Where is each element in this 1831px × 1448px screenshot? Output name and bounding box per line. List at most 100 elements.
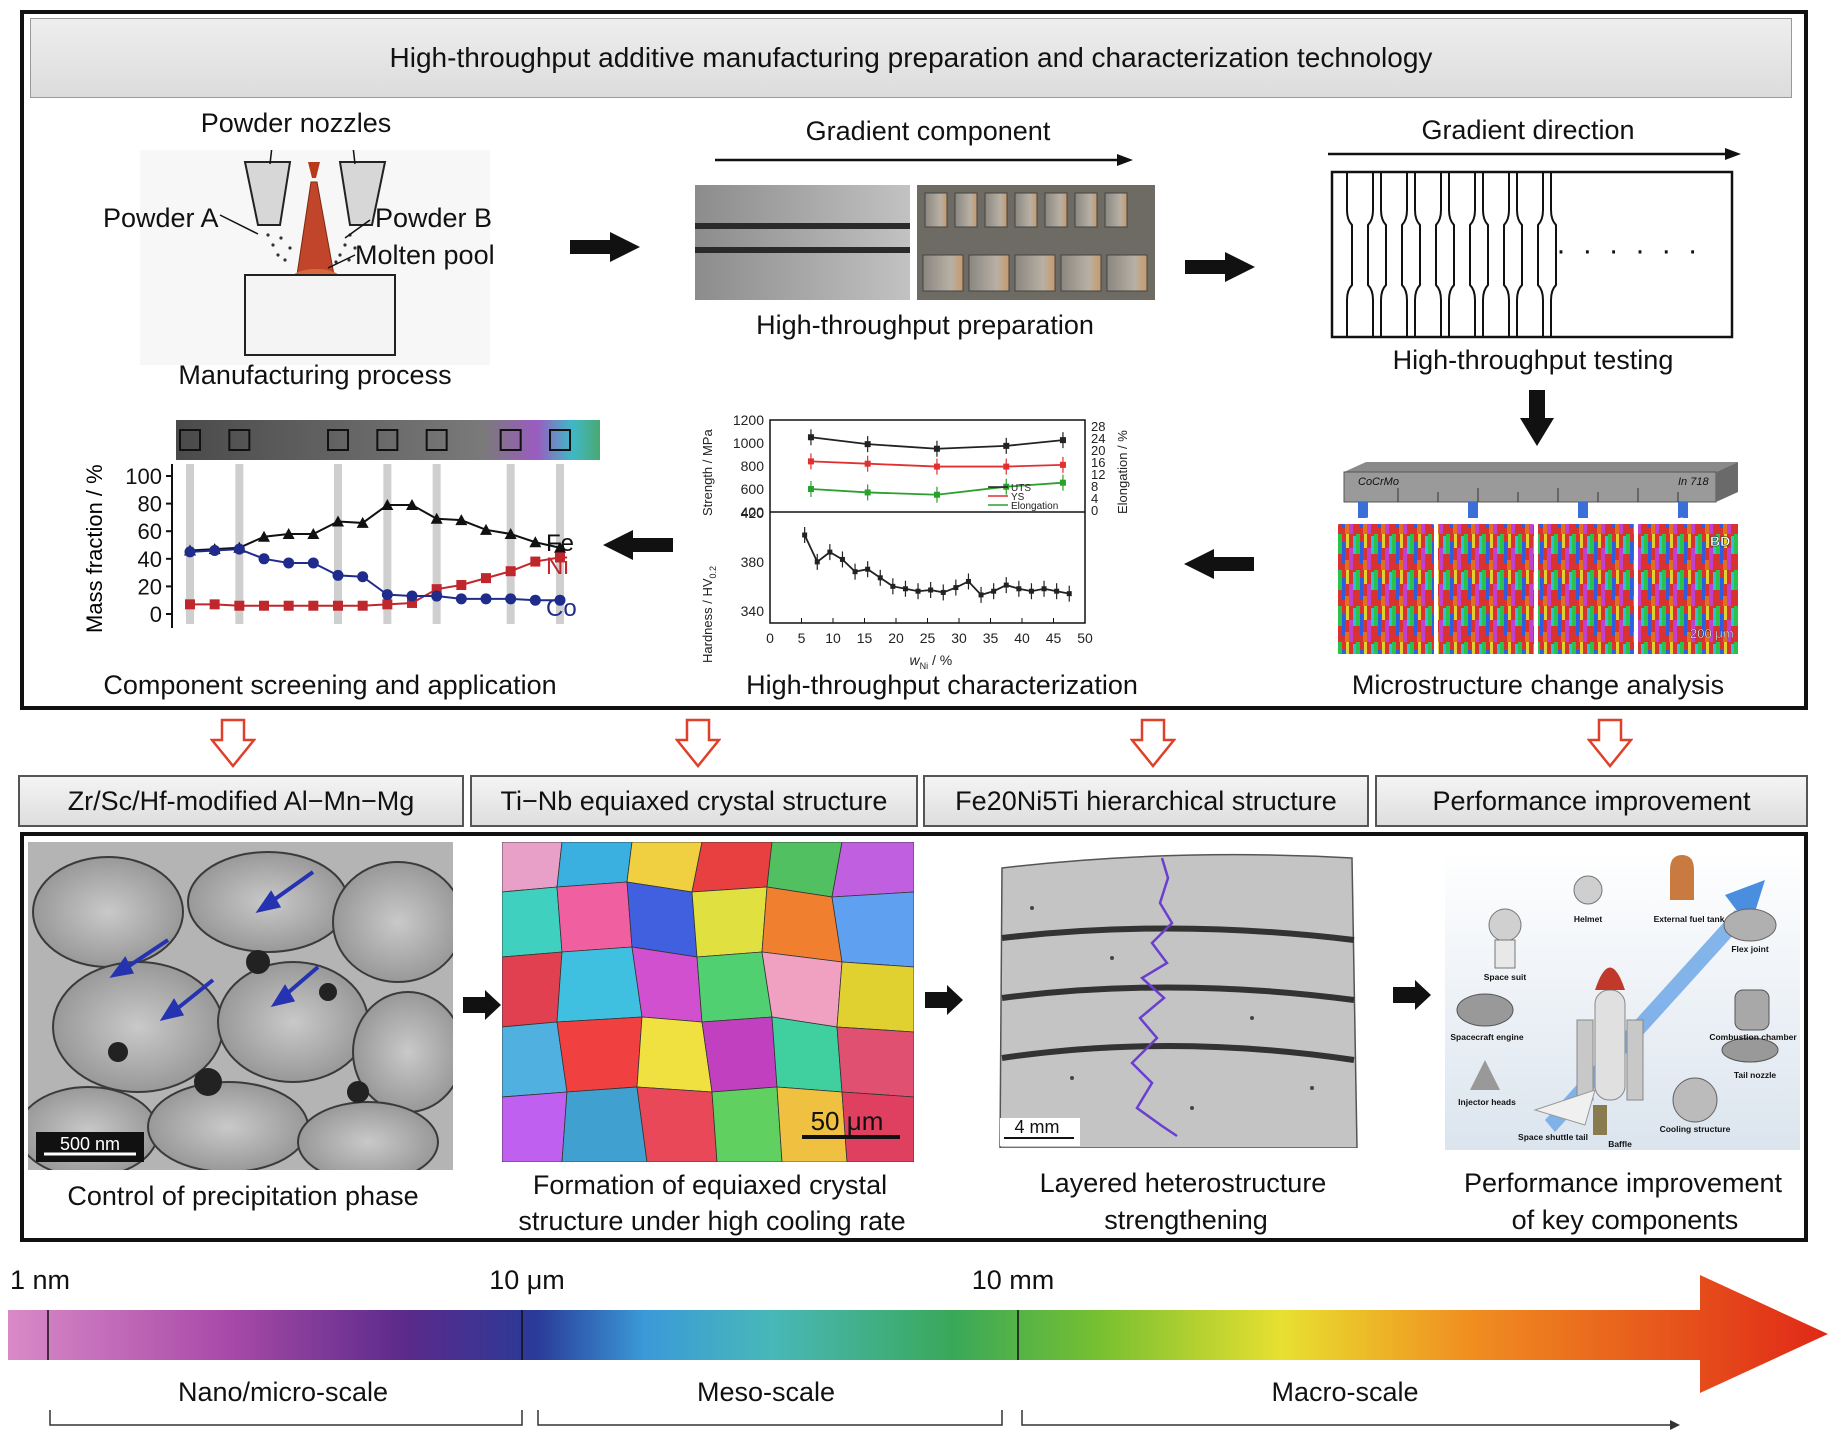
- right-arrow-icon: [1185, 252, 1255, 282]
- data-point: [283, 600, 294, 611]
- data-point: [530, 556, 541, 567]
- characterization-chart: 4006008001000120004812162024283403804200…: [700, 412, 1130, 671]
- right-arrow-icon: [570, 232, 640, 262]
- length-scale-bar: [8, 1275, 1828, 1430]
- powder-nozzles-label: Powder nozzles: [200, 108, 392, 138]
- data-point: [839, 556, 845, 562]
- data-point: [1066, 591, 1072, 597]
- key-components-illustration: Helmet External fuel tank Space suit Fle…: [1445, 850, 1800, 1150]
- data-point: [209, 545, 221, 557]
- gradient-arrow-icon: [715, 154, 1133, 166]
- data-point: [978, 592, 984, 598]
- data-point: [332, 515, 344, 527]
- label-tail-nozzle: Tail nozzle: [1734, 1070, 1777, 1080]
- powder-b-label: Powder B: [375, 203, 493, 233]
- testing-caption: High-throughput testing: [1392, 345, 1674, 375]
- data-point: [480, 593, 492, 605]
- equiaxed-grain-map: 50 μm: [502, 842, 914, 1162]
- bar-left-label: CoCrMo: [1358, 476, 1399, 488]
- range-meso: Meso-scale: [696, 1377, 836, 1407]
- sample-marker-box: [179, 429, 201, 451]
- data-point: [1028, 588, 1034, 594]
- data-point: [283, 557, 295, 569]
- strength-tick-label: 600: [741, 481, 765, 497]
- manufacturing-process-caption: Manufacturing process: [178, 360, 452, 390]
- sample-position-band: [506, 464, 515, 624]
- legend-ni: Ni: [546, 553, 569, 580]
- elongation-tick-label: 0: [1091, 503, 1098, 518]
- open-down-arrow-icon: [675, 718, 721, 768]
- data-point: [864, 460, 871, 467]
- plot-frame: [769, 419, 1086, 624]
- left-arrow-icon: [1184, 549, 1254, 579]
- label-space-suit: Space suit: [1484, 972, 1527, 982]
- series-line-co: [189, 548, 560, 602]
- elongation-tick-label: 20: [1091, 443, 1105, 458]
- data-point: [902, 586, 908, 592]
- right-arrow-icon: [925, 985, 963, 1015]
- data-point: [555, 552, 565, 563]
- data-point: [852, 569, 858, 575]
- sample-marker-box: [499, 429, 522, 451]
- hardness-tick-label: 420: [741, 505, 765, 521]
- data-point: [356, 516, 369, 528]
- series-line-hardness: [803, 534, 1070, 596]
- label-flex-joint: Flex joint: [1731, 944, 1768, 954]
- y-tick-label: 100: [125, 464, 162, 489]
- open-down-arrow-icon: [1587, 718, 1633, 768]
- hardness-tick-label: 380: [741, 554, 765, 570]
- right-arrow-icon: [463, 990, 501, 1020]
- data-point: [505, 566, 516, 577]
- perf-caption-line2: of key components: [1511, 1205, 1739, 1235]
- data-point: [827, 549, 833, 555]
- data-point: [529, 536, 542, 548]
- ebsd-scale-label: 200 μm: [1690, 626, 1734, 641]
- sample-marker-box: [549, 429, 571, 451]
- label-external-fuel-tank: External fuel tank: [1654, 914, 1725, 924]
- elongation-tick-label: 28: [1091, 419, 1105, 434]
- data-point: [258, 530, 270, 542]
- range-macro: Macro-scale: [1271, 1377, 1419, 1407]
- data-point: [381, 589, 393, 601]
- legend-label: UTS: [1011, 483, 1031, 494]
- legend-label: Elongation: [1011, 501, 1058, 512]
- data-point: [1059, 437, 1066, 444]
- data-point: [382, 599, 393, 610]
- label-space-shuttle-tail: Space shuttle tail: [1518, 1132, 1588, 1142]
- data-point: [407, 597, 417, 608]
- data-point: [1059, 479, 1066, 486]
- open-down-arrow-icon: [1130, 718, 1176, 768]
- data-point: [282, 527, 295, 539]
- data-point: [864, 489, 871, 496]
- x-tick-label: 0: [766, 630, 774, 646]
- data-point: [307, 527, 320, 539]
- precip-caption: Control of precipitation phase: [67, 1181, 419, 1211]
- x-tick-label: 45: [1046, 630, 1062, 646]
- data-point: [259, 600, 269, 611]
- gradient-direction-label: Gradient direction: [1421, 115, 1635, 145]
- data-point: [185, 599, 195, 610]
- data-point: [209, 599, 220, 610]
- preparation-caption: High-throughput preparation: [756, 310, 1094, 340]
- sample-marker-box: [327, 429, 349, 451]
- gradient-direction-arrow-icon: [1328, 148, 1741, 160]
- x-tick-label: 50: [1077, 630, 1093, 646]
- sample-position-band: [432, 464, 441, 624]
- data-point: [807, 458, 814, 465]
- right-arrow-icon: [1393, 980, 1431, 1010]
- y-tick-label: 0: [150, 602, 162, 627]
- bottom-panel-frame: [20, 832, 1808, 1242]
- bd-label: BD: [1710, 533, 1730, 549]
- data-point: [554, 541, 566, 553]
- data-point: [991, 588, 997, 594]
- layered-heterostructure-image: 4 mm: [992, 848, 1370, 1148]
- data-point: [965, 578, 971, 584]
- tensile-specimen-array: [1330, 170, 1734, 339]
- range-nano-micro: Nano/micro-scale: [177, 1377, 389, 1407]
- diagram-title: High-throughput additive manufacturing p…: [30, 18, 1792, 98]
- legend-label: YS: [1011, 492, 1025, 503]
- sample-position-band: [383, 464, 392, 624]
- series-line-fe: [189, 503, 561, 552]
- screening-caption: Component screening and application: [103, 670, 557, 700]
